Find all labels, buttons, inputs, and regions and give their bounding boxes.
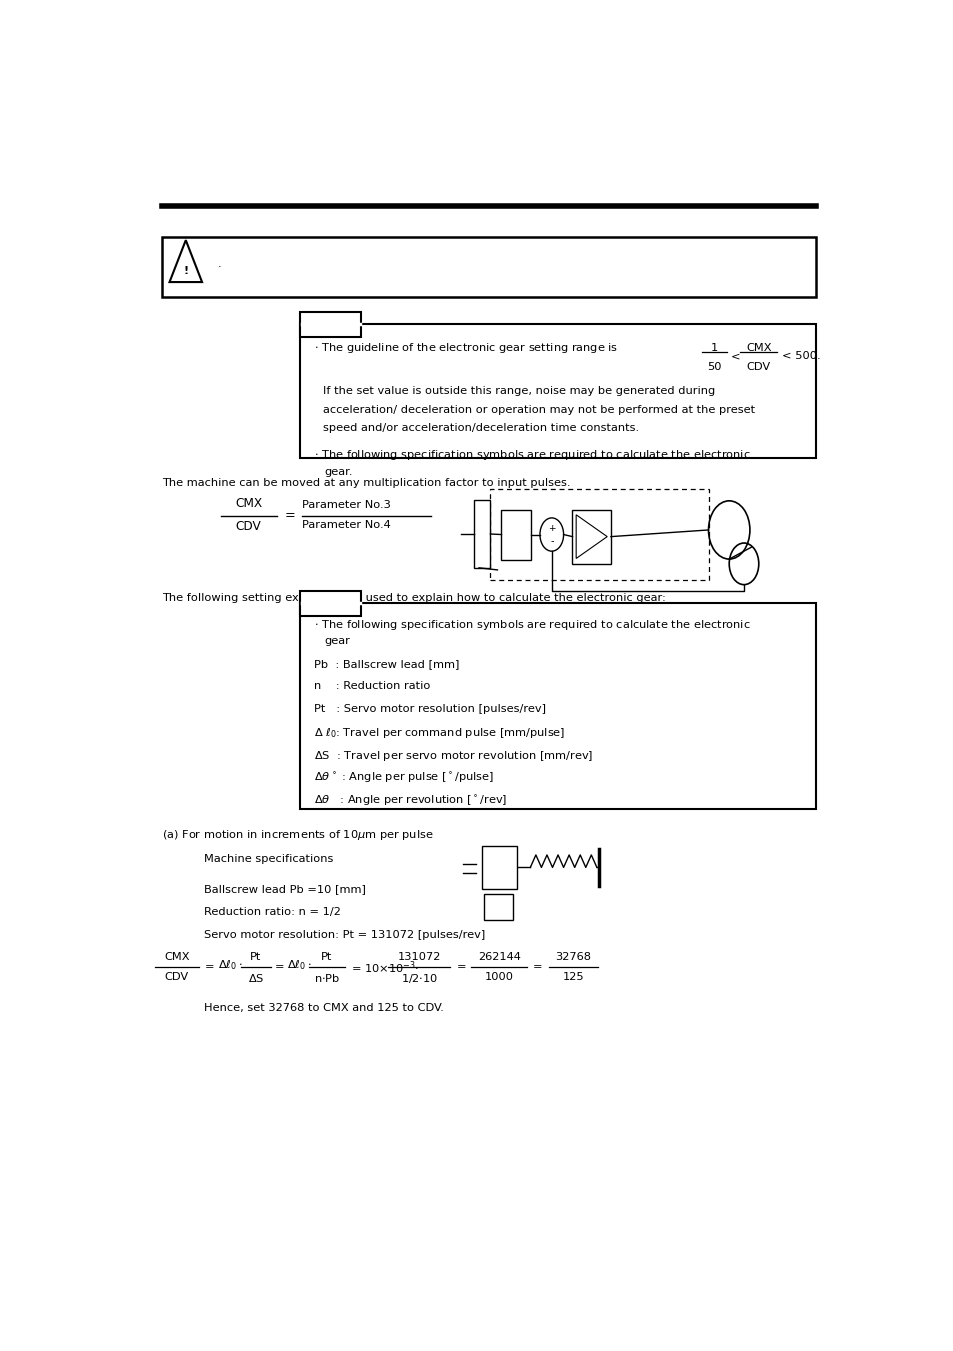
Text: < 500.: < 500. [781,351,821,361]
Text: n$\cdot$Pb: n$\cdot$Pb [314,973,340,985]
Text: acceleration/ deceleration or operation may not be performed at the preset: acceleration/ deceleration or operation … [322,405,754,415]
Text: !: ! [183,266,188,277]
Text: gear: gear [324,636,351,647]
Text: $\cdot$ The following specification symbols are required to calculate the electr: $\cdot$ The following specification symb… [314,447,749,462]
Bar [300,603,815,809]
Text: =: = [284,509,294,523]
Text: =: = [275,962,284,973]
Text: $\Delta$ $\ell_0$: Travel per command pulse [mm/pulse]: $\Delta$ $\ell_0$: Travel per command pu… [314,727,564,740]
Text: $\Delta\theta$   : Angle per revolution [$^\circ$/rev]: $\Delta\theta$ : Angle per revolution [$… [314,794,506,808]
Text: 262144: 262144 [477,952,520,962]
Text: If the set value is outside this range, noise may be generated during: If the set value is outside this range, … [322,386,714,396]
Text: 1/2$\cdot$10: 1/2$\cdot$10 [400,973,437,985]
Text: Pt: Pt [321,952,333,962]
Text: Reduction ratio: n = 1/2: Reduction ratio: n = 1/2 [204,907,341,917]
Text: Parameter No.3: Parameter No.3 [301,500,391,509]
Bar [490,489,708,581]
Text: CDV: CDV [235,520,261,534]
Text: CMX: CMX [234,497,262,509]
Bar [300,312,360,336]
Bar [483,894,513,920]
Bar [162,236,815,297]
Bar [501,509,531,559]
Bar [474,500,490,567]
Text: Parameter No.4: Parameter No.4 [301,520,390,530]
Text: CMX: CMX [164,952,190,962]
Bar [300,590,360,616]
Text: +: + [547,524,555,532]
Text: 131072: 131072 [397,952,440,962]
Text: $\Delta\theta^\circ$ : Angle per pulse [$^\circ$/pulse]: $\Delta\theta^\circ$ : Angle per pulse [… [314,771,494,785]
Text: $\cdot$ The following specification symbols are required to calculate the electr: $\cdot$ The following specification symb… [314,617,749,632]
Text: The machine can be moved at any multiplication factor to input pulses.: The machine can be moved at any multipli… [162,478,570,488]
Text: 50: 50 [706,362,720,372]
Text: =: = [533,962,542,973]
Text: Pt: Pt [250,952,261,962]
Text: -: - [550,536,553,546]
Text: The following setting examples are used to explain how to calculate the electron: The following setting examples are used … [162,593,665,603]
Text: 1000: 1000 [484,973,514,982]
Text: 32768: 32768 [555,952,591,962]
Text: CDV: CDV [746,362,770,372]
Text: =: = [205,962,214,973]
Text: (a) For motion in increments of 10$\mu$m per pulse: (a) For motion in increments of 10$\mu$m… [162,828,434,842]
Text: CMX: CMX [745,343,771,353]
Text: $\cdot$ The guideline of the electronic gear setting range is: $\cdot$ The guideline of the electronic … [314,340,618,355]
Text: Servo motor resolution: Pt = 131072 [pulses/rev]: Servo motor resolution: Pt = 131072 [pul… [204,929,485,940]
Text: $\Delta\ell_0\cdot$: $\Delta\ell_0\cdot$ [217,958,242,973]
Text: .: . [217,259,221,269]
Text: Pb  : Ballscrew lead [mm]: Pb : Ballscrew lead [mm] [314,659,458,669]
Text: <: < [730,351,740,361]
Text: 1: 1 [710,343,718,353]
Bar [300,324,815,458]
Text: speed and/or acceleration/deceleration time constants.: speed and/or acceleration/deceleration t… [322,423,638,434]
Bar [572,509,610,563]
Text: Pt   : Servo motor resolution [pulses/rev]: Pt : Servo motor resolution [pulses/rev] [314,704,545,713]
Text: CDV: CDV [165,973,189,982]
Text: $\Delta\ell_0\cdot$: $\Delta\ell_0\cdot$ [287,958,312,973]
Text: $\Delta$S  : Travel per servo motor revolution [mm/rev]: $\Delta$S : Travel per servo motor revol… [314,748,593,763]
Text: $\Delta$S: $\Delta$S [248,973,264,985]
Bar [481,846,517,889]
Text: gear.: gear. [324,466,353,477]
Text: = 10$\times$10$^{-3}$$\cdot$: = 10$\times$10$^{-3}$$\cdot$ [351,959,419,975]
Text: 125: 125 [562,973,583,982]
Text: Machine specifications: Machine specifications [204,854,334,863]
Text: =: = [456,962,465,973]
Text: Hence, set 32768 to CMX and 125 to CDV.: Hence, set 32768 to CMX and 125 to CDV. [204,1002,444,1013]
Text: n    : Reduction ratio: n : Reduction ratio [314,681,430,692]
Text: Ballscrew lead Pb =10 [mm]: Ballscrew lead Pb =10 [mm] [204,884,366,894]
